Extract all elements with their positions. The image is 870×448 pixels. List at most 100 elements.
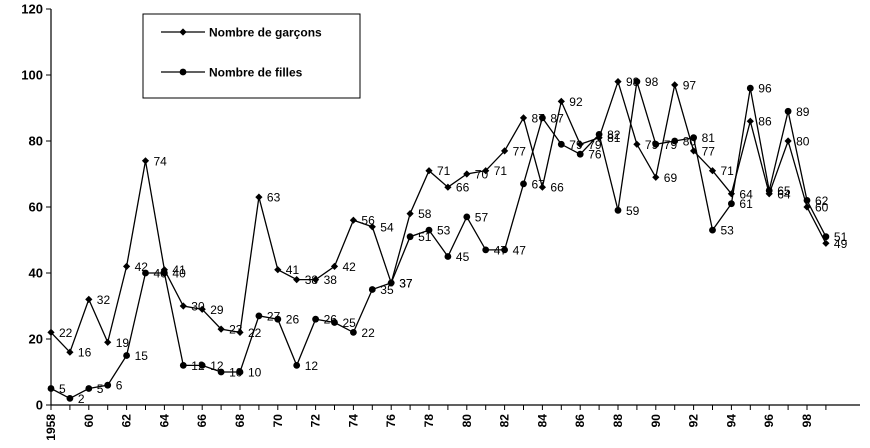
diamond-marker — [104, 338, 112, 346]
data-label: 97 — [683, 78, 697, 92]
data-label: 76 — [588, 148, 602, 162]
circle-marker — [576, 150, 584, 158]
circle-marker — [255, 312, 263, 320]
y-tick-label: 80 — [29, 134, 43, 149]
x-tick-label: 66 — [195, 414, 209, 428]
data-label: 51 — [418, 230, 432, 244]
x-tick-label: 82 — [498, 414, 512, 428]
circle-marker — [350, 329, 357, 336]
data-label: 2 — [78, 392, 85, 406]
legend-circle-icon — [179, 68, 187, 76]
diamond-marker — [406, 210, 414, 218]
circle-marker — [444, 253, 452, 260]
data-label: 59 — [626, 204, 640, 218]
diamond-marker — [463, 170, 471, 178]
data-label: 66 — [550, 181, 564, 195]
circle-marker — [501, 246, 508, 254]
circle-marker — [803, 197, 811, 204]
diamond-marker — [576, 140, 584, 148]
diamond-marker — [557, 97, 565, 105]
y-tick-label: 0 — [36, 398, 43, 413]
diamond-marker — [141, 157, 150, 165]
x-tick-label: 90 — [649, 414, 663, 428]
circle-marker — [633, 78, 641, 85]
data-label: 79 — [645, 138, 659, 152]
data-label: 22 — [59, 326, 73, 340]
circle-marker — [85, 385, 93, 392]
data-label: 65 — [777, 184, 791, 198]
diamond-marker — [312, 276, 320, 284]
data-label: 23 — [229, 323, 243, 337]
x-tick-label: 62 — [120, 414, 134, 428]
legend-diamond-icon — [179, 28, 187, 36]
data-label: 29 — [210, 303, 224, 317]
diamond-marker — [501, 147, 509, 155]
data-label: 70 — [475, 168, 489, 182]
data-label: 47 — [513, 243, 527, 257]
circle-marker — [104, 381, 112, 389]
diamond-marker — [690, 147, 698, 155]
data-label: 40 — [154, 267, 168, 281]
data-label: 77 — [513, 144, 527, 158]
circle-marker — [236, 368, 244, 376]
data-label: 10 — [229, 366, 243, 380]
diamond-marker — [198, 305, 206, 313]
data-label: 62 — [815, 194, 829, 208]
circle-marker — [709, 226, 716, 234]
y-tick-label: 100 — [21, 68, 43, 83]
data-label: 10 — [248, 366, 262, 380]
data-label: 92 — [569, 95, 583, 109]
x-tick-label: 94 — [724, 414, 738, 428]
diamond-marker — [538, 183, 546, 191]
diamond-marker — [519, 114, 528, 122]
data-label: 71 — [494, 164, 508, 178]
x-tick-label: 78 — [422, 414, 436, 428]
legend-box — [142, 13, 361, 99]
data-label: 32 — [97, 293, 111, 307]
diamond-marker — [708, 167, 717, 175]
data-label: 69 — [664, 171, 678, 185]
diamond-marker — [368, 223, 376, 231]
x-tick-label: 68 — [233, 414, 247, 428]
x-tick-label: 60 — [82, 414, 96, 428]
data-label: 77 — [702, 144, 716, 158]
circle-marker — [557, 140, 565, 148]
legend-label: Nombre de garçons — [209, 26, 322, 40]
data-label: 53 — [437, 224, 451, 238]
x-tick-label: 96 — [762, 414, 776, 428]
data-label: 82 — [607, 128, 621, 142]
diamond-marker — [85, 295, 93, 303]
diamond-marker — [274, 266, 282, 274]
x-tick-label: 70 — [271, 414, 285, 428]
data-label: 81 — [607, 131, 621, 145]
data-label: 89 — [796, 105, 810, 119]
circle-marker — [425, 226, 433, 234]
circle-marker — [217, 368, 225, 376]
circle-marker — [765, 187, 773, 194]
data-label: 35 — [380, 283, 394, 297]
series-lines — [50, 79, 827, 400]
diamond-marker — [803, 203, 811, 211]
data-label: 63 — [267, 191, 281, 205]
data-label: 96 — [758, 82, 772, 96]
x-tick-label: 64 — [157, 414, 171, 428]
y-tick-label: 20 — [29, 332, 43, 347]
circle-marker — [595, 131, 603, 138]
circle-marker — [690, 134, 697, 142]
diamond-marker — [633, 140, 641, 148]
data-label: 49 — [834, 237, 848, 251]
circle-marker — [463, 213, 471, 221]
circle-marker — [47, 385, 55, 392]
data-label: 71 — [437, 164, 451, 178]
data-label: 12 — [305, 359, 319, 373]
x-tick-label: 1958 — [44, 414, 58, 441]
data-label: 22 — [361, 326, 375, 340]
circle-marker — [539, 114, 546, 122]
diamond-marker — [255, 193, 263, 201]
data-label: 81 — [702, 131, 716, 145]
data-label: 51 — [834, 230, 848, 244]
data-label: 79 — [569, 138, 583, 152]
y-tick-label: 60 — [29, 200, 43, 215]
circle-marker — [161, 269, 168, 277]
circle-marker — [614, 206, 622, 214]
